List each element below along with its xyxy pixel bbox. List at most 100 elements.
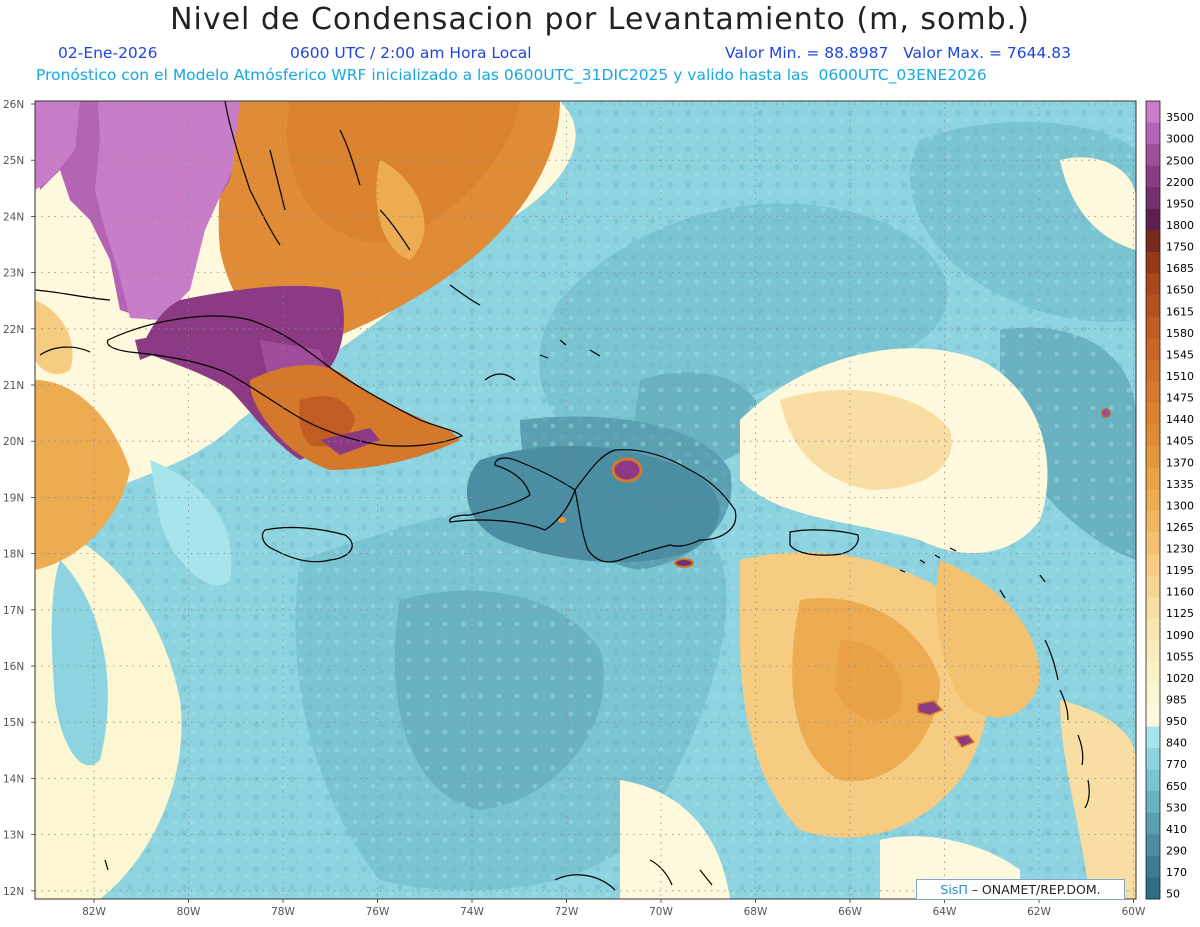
- colorbar-swatch: [1146, 532, 1160, 555]
- colorbar-swatch: [1146, 251, 1160, 275]
- credit-text: – ONAMET/REP.DOM.: [967, 882, 1101, 897]
- colorbar-swatch: [1146, 144, 1160, 167]
- colorbar-swatch: [1146, 510, 1160, 533]
- lat-label: 22N: [3, 324, 24, 336]
- min-max-values: Valor Min. = 88.8987 Valor Max. = 7644.8…: [725, 44, 1072, 62]
- colorbar-label: 1750: [1166, 241, 1194, 254]
- colorbar-swatch: [1146, 661, 1160, 684]
- lon-label: 64W: [933, 906, 957, 918]
- lat-label: 19N: [3, 492, 24, 504]
- colorbar-swatch: [1146, 446, 1160, 469]
- colorbar-label: 840: [1166, 737, 1187, 750]
- colorbar-swatch: [1146, 489, 1160, 512]
- lcl-field: [35, 101, 1136, 899]
- lat-label: 16N: [3, 661, 24, 673]
- lon-label: 82W: [82, 906, 106, 918]
- colorbar-label: 1335: [1166, 478, 1194, 491]
- colorbar-swatch: [1146, 402, 1160, 426]
- lon-label: 76W: [366, 906, 390, 918]
- colorbar-label: 1370: [1166, 456, 1194, 469]
- colorbar-label: 1545: [1166, 348, 1194, 361]
- colorbar-label: 1475: [1166, 392, 1194, 405]
- colorbar: 3500 3000 2500 2200 1950 1800 1750 1685 1650 1615…: [1146, 101, 1194, 901]
- colorbar-label: 50: [1166, 888, 1180, 901]
- forecast-info: Pronóstico con el Modelo Atmósferico WRF…: [36, 66, 987, 84]
- lon-label: 74W: [460, 906, 484, 918]
- colorbar-swatch: [1146, 640, 1160, 663]
- map-title: Nivel de Condensacion por Levantamiento …: [170, 2, 1030, 37]
- colorbar-swatch: [1146, 855, 1160, 878]
- forecast-date: 02-Ene-2026: [58, 44, 158, 62]
- colorbar-swatch: [1146, 230, 1160, 253]
- colorbar-swatch: [1146, 381, 1160, 404]
- lat-label: 14N: [3, 773, 24, 785]
- colorbar-swatch: [1146, 273, 1160, 296]
- lat-label: 23N: [3, 268, 24, 280]
- colorbar-swatch: [1146, 338, 1160, 361]
- colorbar-swatch: [1146, 683, 1160, 706]
- colorbar-label: 1405: [1166, 435, 1194, 448]
- lat-label: 17N: [3, 605, 24, 617]
- colorbar-label: 1650: [1166, 284, 1194, 297]
- credit-box: SisΠ – ONAMET/REP.DOM.: [916, 879, 1125, 900]
- longitude-labels: 82W 80W 78W 76W 74W 72W 70W 68W 66W 64W 62W 60W: [82, 899, 1146, 918]
- colorbar-label: 1020: [1166, 672, 1194, 685]
- colorbar-label: 1685: [1166, 262, 1194, 275]
- colorbar-swatch: [1146, 122, 1160, 145]
- colorbar-label: 1950: [1166, 197, 1194, 210]
- colorbar-swatch: [1146, 618, 1160, 641]
- colorbar-label: 1125: [1166, 607, 1194, 620]
- colorbar-swatch: [1146, 597, 1160, 620]
- colorbar-swatch: [1146, 208, 1160, 231]
- colorbar-swatch: [1146, 359, 1160, 382]
- colorbar-label: 290: [1166, 844, 1187, 857]
- colorbar-swatch: [1146, 316, 1160, 339]
- colorbar-label: 1510: [1166, 370, 1194, 383]
- lat-label: 21N: [3, 380, 24, 392]
- lat-label: 12N: [3, 886, 24, 898]
- colorbar-swatch: [1146, 187, 1160, 210]
- lon-label: 60W: [1122, 906, 1146, 918]
- colorbar-label: 1300: [1166, 499, 1194, 512]
- colorbar-label: 170: [1166, 866, 1187, 879]
- colorbar-label: 410: [1166, 823, 1187, 836]
- colorbar-swatch: [1146, 748, 1160, 771]
- colorbar-swatch: [1146, 424, 1160, 447]
- colorbar-swatch: [1146, 467, 1160, 490]
- colorbar-label: 1090: [1166, 629, 1194, 642]
- grid-lines: [35, 101, 1136, 899]
- lat-label: 18N: [3, 549, 24, 561]
- lat-label: 13N: [3, 830, 24, 842]
- lat-label: 25N: [3, 155, 24, 167]
- colorbar-swatch: [1146, 101, 1160, 124]
- colorbar-label: 1195: [1166, 564, 1194, 577]
- colorbar-swatch: [1146, 553, 1160, 576]
- colorbar-swatch: [1146, 812, 1160, 835]
- lon-label: 70W: [649, 906, 673, 918]
- colorbar-label: 770: [1166, 758, 1187, 771]
- colorbar-label: 2500: [1166, 154, 1194, 167]
- lon-label: 80W: [177, 906, 201, 918]
- credit-brand: SisΠ: [940, 882, 968, 897]
- colorbar-label: 1265: [1166, 521, 1194, 534]
- colorbar-swatch: [1146, 575, 1160, 598]
- lon-label: 62W: [1027, 906, 1051, 918]
- colorbar-label: 3000: [1166, 133, 1194, 146]
- colorbar-swatch: [1146, 295, 1160, 318]
- colorbar-swatch: [1146, 769, 1160, 792]
- colorbar-label: 1230: [1166, 543, 1194, 556]
- latitude-labels: 26N 25N 24N 23N 22N 21N 20N 19N 18N 17N 16N 15N 14N 1…: [3, 99, 35, 898]
- colorbar-label: 950: [1166, 715, 1187, 728]
- forecast-time: 0600 UTC / 2:00 am Hora Local: [290, 44, 532, 62]
- colorbar-label: 530: [1166, 801, 1187, 814]
- lat-label: 24N: [3, 211, 24, 223]
- colorbar-swatch: [1146, 704, 1160, 727]
- colorbar-label: 1615: [1166, 305, 1194, 318]
- lon-label: 78W: [271, 906, 295, 918]
- colorbar-label: 1055: [1166, 650, 1194, 663]
- colorbar-swatch: [1146, 877, 1160, 900]
- colorbar-label: 985: [1166, 694, 1187, 707]
- colorbar-label: 1580: [1166, 327, 1194, 340]
- colorbar-swatch: [1146, 791, 1160, 814]
